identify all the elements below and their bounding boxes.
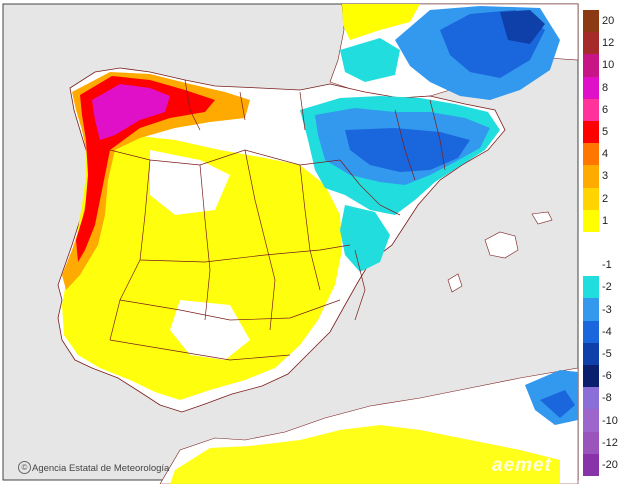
anomaly-positive-france-yellow — [342, 4, 420, 40]
legend-swatch — [583, 453, 599, 477]
legend-label: 10 — [602, 59, 615, 72]
legend-swatch — [583, 76, 599, 100]
legend-swatch — [583, 231, 599, 255]
aemet-logo: aemet — [492, 455, 552, 476]
legend-label: 20 — [602, 15, 615, 28]
legend-swatch — [583, 187, 599, 211]
legend-swatch — [583, 98, 599, 122]
legend-label: -2 — [602, 281, 612, 294]
credit-text: Agencia Estatal de Meteorología — [32, 463, 170, 474]
anomaly-positive-1 — [62, 135, 342, 400]
legend-label: 5 — [602, 126, 609, 139]
legend-swatch — [583, 365, 599, 388]
legend-swatch — [583, 276, 599, 299]
legend-label: 4 — [602, 148, 609, 161]
legend-label: -20 — [602, 458, 618, 471]
legend-swatch — [583, 409, 599, 433]
anomaly-positive-8 — [92, 84, 170, 140]
legend-label: -10 — [602, 414, 618, 427]
legend-label: 8 — [602, 81, 609, 94]
legend-label: -5 — [602, 347, 612, 360]
legend-swatch — [583, 320, 599, 344]
legend-label: 6 — [602, 103, 609, 116]
anomaly-neutral-patch — [150, 150, 230, 215]
legend-swatch — [583, 387, 599, 410]
anomaly-negative-africa-2 — [540, 390, 575, 418]
anomaly-negative-4 — [345, 128, 470, 172]
legend-label: -3 — [602, 303, 612, 316]
legend-swatch — [583, 431, 599, 455]
legend-label: 3 — [602, 170, 609, 183]
legend-swatch — [583, 254, 599, 277]
legend-label: 1 — [602, 214, 609, 227]
legend-label: 12 — [602, 37, 615, 50]
legend-swatch — [583, 143, 599, 166]
legend-swatch — [583, 54, 599, 78]
region-borders — [109, 79, 446, 361]
legend-swatch — [583, 165, 599, 189]
legend-swatch — [583, 120, 599, 144]
legend-label: -12 — [602, 436, 618, 449]
anomaly-negative-france-cyan — [340, 38, 400, 82]
anomaly-neutral-patch-2 — [170, 300, 250, 360]
legend-label: -1 — [602, 259, 612, 272]
anomaly-positive-1-africa — [170, 425, 560, 484]
legend-label: -8 — [602, 392, 612, 405]
anomaly-negative-2-east — [340, 205, 390, 272]
legend-swatch — [583, 209, 599, 233]
anomaly-map — [2, 3, 579, 484]
mallorca-land — [484, 231, 519, 259]
copyright-icon: © — [18, 461, 31, 474]
legend-swatch — [583, 342, 599, 366]
legend-swatch — [583, 298, 599, 322]
legend-label: -6 — [602, 370, 612, 383]
legend-swatch — [583, 32, 599, 55]
color-legend: 20 12 10 8 6 5 4 3 2 1 -1 -2 -3 -4 -5 -6 -8 -10 -12 -20 — [583, 10, 630, 477]
menorca-land — [531, 211, 553, 225]
legend-label: -4 — [602, 325, 612, 338]
legend-label: 2 — [602, 192, 609, 205]
anomaly-negative-france-deep — [500, 10, 545, 44]
legend-swatch — [583, 10, 599, 33]
ibiza-land — [447, 273, 463, 293]
